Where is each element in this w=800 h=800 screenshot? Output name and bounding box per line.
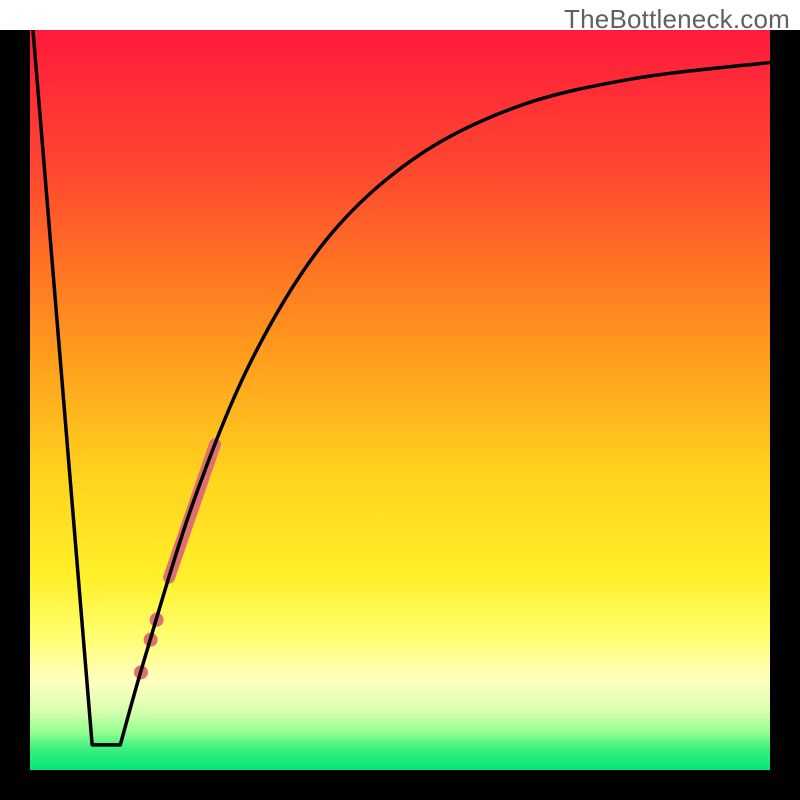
chart-container: { "watermark": { "text": "TheBottleneck.… (0, 0, 800, 800)
bottleneck-curve-chart (0, 0, 800, 800)
plot-background (30, 30, 770, 770)
watermark-text: TheBottleneck.com (564, 4, 790, 35)
